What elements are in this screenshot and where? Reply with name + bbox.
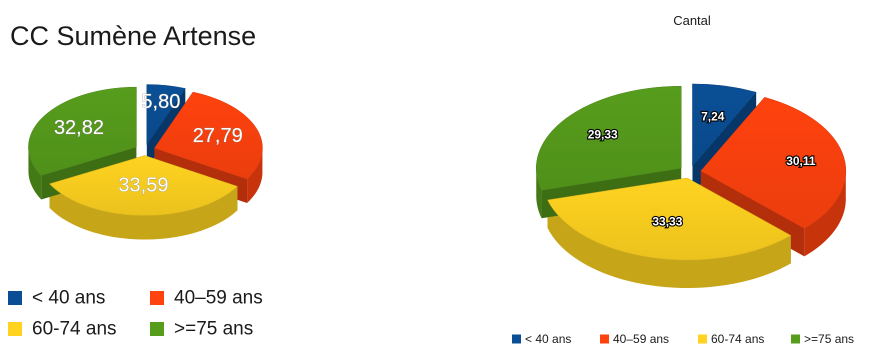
legend-item-lt-40: < 40 ans — [512, 332, 571, 346]
chart-title: CC Sumène Artense — [10, 21, 256, 51]
pie-slice-rim-gte-75 — [28, 145, 42, 200]
legend-item-gte-75: >=75 ans — [150, 319, 253, 340]
legend: < 40 ans 40–59 ans 60-74 ans >=75 ans — [512, 332, 854, 346]
legend-swatch — [8, 291, 22, 305]
data-label-lt-40: 5,80 — [141, 91, 180, 113]
pie-slice-gte-75 — [28, 86, 137, 176]
data-label-gte-75: 32,82 — [54, 117, 104, 139]
legend-swatch — [512, 334, 521, 344]
pie-slice-lt-40 — [692, 83, 757, 167]
legend-label: 60-74 ans — [32, 319, 117, 340]
legend-label: 60-74 ans — [711, 332, 764, 346]
legend-item-gte-75: >=75 ans — [791, 332, 854, 346]
pie-slice-rim-60-74 — [547, 200, 791, 289]
chart-cantal: Cantal 7,24 30,11 33,33 29,33 < 40 ans 40–59… — [512, 13, 854, 346]
pie-slice-lt-40 — [146, 84, 186, 146]
data-label-60-74: 33,59 — [118, 175, 168, 197]
legend-label: 40–59 ans — [174, 288, 263, 309]
legend-item-60-74: 60-74 ans — [8, 319, 117, 340]
legend-item-60-74: 60-74 ans — [698, 332, 764, 346]
pie-slice-60-74 — [547, 177, 792, 261]
data-labels: 5,80 27,79 33,59 32,82 — [54, 91, 243, 197]
chart-cc-sumene-artense: CC Sumène Artense 5,80 27,79 33,59 32,82 < … — [8, 21, 263, 340]
data-label-lt-40: 7,24 — [701, 109, 725, 123]
pie-tops — [535, 83, 847, 261]
data-labels: 7,24 30,11 33,33 29,33 — [587, 108, 817, 229]
pie-slice-40-59 — [154, 91, 263, 180]
pie-slice-60-74 — [49, 155, 238, 216]
legend-swatch — [150, 322, 164, 336]
pie-plot: 7,24 30,11 33,33 29,33 — [535, 83, 847, 289]
pie-slice-rim-60-74 — [49, 183, 238, 240]
legend: < 40 ans 40–59 ans 60-74 ans >=75 ans — [8, 288, 263, 340]
legend-swatch — [698, 334, 707, 344]
pie-slice-40-59 — [700, 97, 847, 229]
pie-slice-rim-gte-75 — [536, 167, 542, 219]
data-label-gte-75: 29,33 — [588, 128, 618, 142]
legend-item-40-59: 40–59 ans — [150, 288, 263, 309]
pie-tops — [28, 84, 263, 216]
legend-swatch — [600, 334, 609, 344]
legend-item-40-59: 40–59 ans — [600, 332, 669, 346]
pie-slice-rim-40-59 — [804, 168, 846, 257]
legend-swatch — [150, 291, 164, 305]
pie-plot: 5,80 27,79 33,59 32,82 — [28, 84, 263, 240]
legend-item-lt-40: < 40 ans — [8, 288, 105, 309]
legend-label: < 40 ans — [525, 332, 571, 346]
legend-label: 40–59 ans — [613, 332, 669, 346]
legend-swatch — [8, 322, 22, 336]
legend-label: >=75 ans — [174, 319, 253, 340]
data-label-40-59: 30,11 — [786, 154, 816, 168]
pie-slice-rim-40-59 — [247, 146, 263, 204]
legend-label: < 40 ans — [32, 288, 105, 309]
data-label-60-74: 33,33 — [652, 215, 682, 229]
pie-slice-gte-75 — [535, 85, 682, 191]
data-label-40-59: 27,79 — [193, 125, 243, 147]
legend-swatch — [791, 334, 800, 344]
chart-title: Cantal — [673, 13, 711, 28]
legend-label: >=75 ans — [804, 332, 854, 346]
